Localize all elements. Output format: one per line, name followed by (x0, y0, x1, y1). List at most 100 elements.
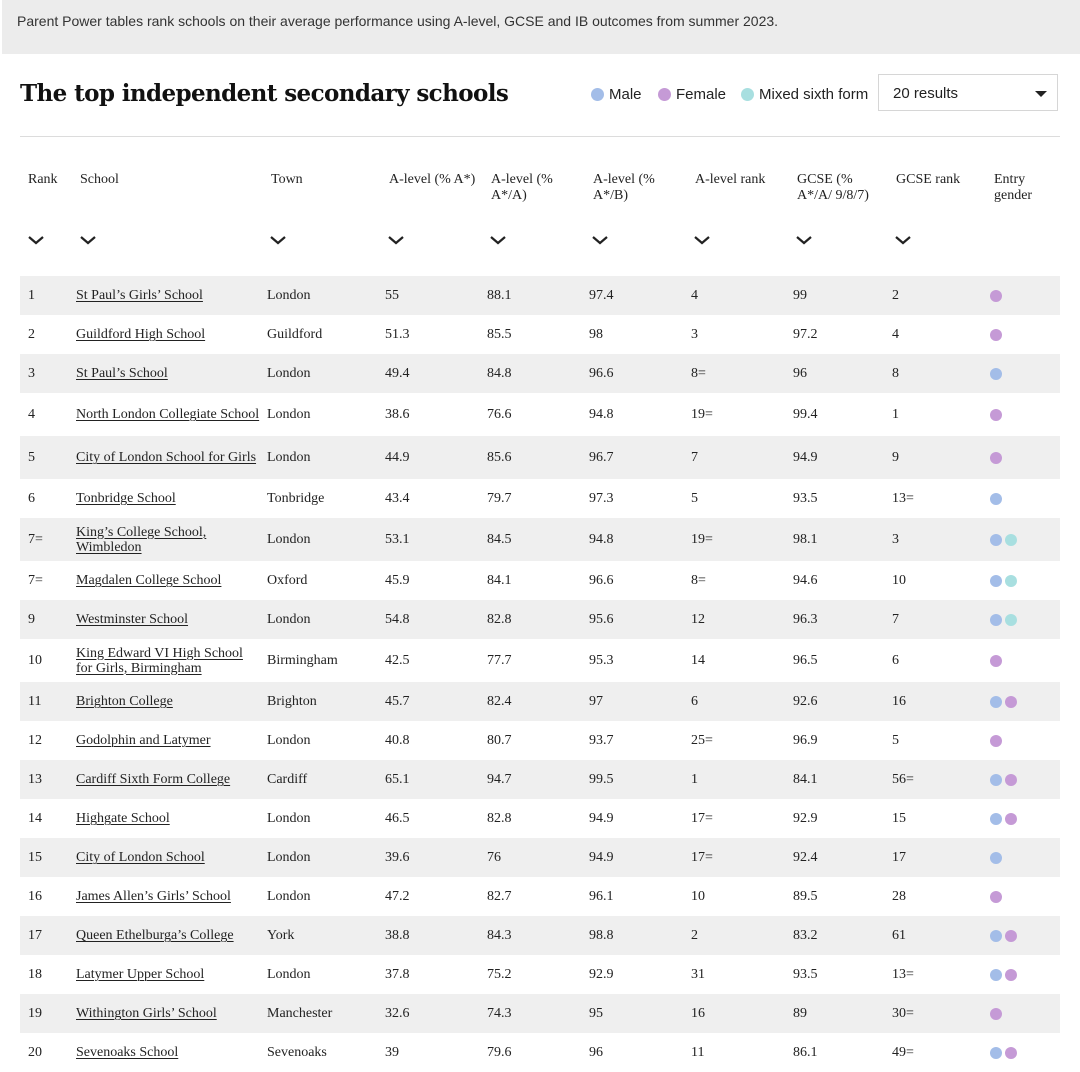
school-link[interactable]: King’s College School, Wimbledon (76, 524, 207, 555)
table-row: 17 Queen Ethelburga’s College York 38.8 84.3… (20, 916, 1060, 955)
school-cell: St Paul’s Girls’ School (76, 276, 261, 315)
gcse-cell: 98.1 (793, 532, 818, 547)
alevel-astar-cell: 38.6 (385, 407, 410, 422)
school-cell: Cardiff Sixth Form College (76, 760, 261, 799)
school-link[interactable]: Withington Girls’ School (76, 1006, 217, 1021)
school-link[interactable]: Tonbridge School (76, 491, 176, 506)
alevel-rank-cell: 12 (691, 612, 705, 627)
chevron-down-icon[interactable] (591, 233, 609, 247)
col-header-alevel-astar-b: A-level (% A*/B) (593, 172, 655, 203)
alevel-rank-cell: 7 (691, 450, 698, 465)
school-link[interactable]: Godolphin and Latymer (76, 733, 211, 748)
gcse-cell: 96.5 (793, 653, 818, 668)
school-link[interactable]: Cardiff Sixth Form College (76, 772, 231, 787)
mixed-dot-icon (1005, 613, 1017, 626)
male-dot-icon (990, 613, 1002, 626)
alevel-astar-a-cell: 75.2 (487, 967, 512, 982)
school-cell: King Edward VI High School for Girls, Bi… (76, 639, 261, 682)
alevel-rank-cell: 8= (691, 366, 706, 381)
male-dot-icon (990, 1046, 1002, 1059)
school-link[interactable]: Queen Ethelburga’s College (76, 928, 234, 943)
male-dot-icon (990, 929, 1002, 942)
gcse-rank-cell: 6 (892, 653, 899, 668)
alevel-astar-b-cell: 94.8 (589, 407, 614, 422)
alevel-astar-a-cell: 84.3 (487, 928, 512, 943)
rank-cell: 7= (28, 532, 43, 547)
school-link[interactable]: King Edward VI High School for Girls, Bi… (76, 645, 243, 676)
table-row: 5 City of London School for Girls London 44… (20, 436, 1060, 479)
school-cell: Brighton College (76, 682, 261, 721)
rank-cell: 19 (28, 1006, 42, 1021)
chevron-down-icon[interactable] (894, 233, 912, 247)
school-link[interactable]: City of London School for Girls (76, 450, 257, 465)
town-cell: York (267, 928, 295, 943)
school-link[interactable]: Westminster School (76, 612, 189, 627)
town-cell: London (267, 450, 311, 465)
entry-gender-cell (990, 955, 1017, 994)
alevel-astar-a-cell: 79.7 (487, 491, 512, 506)
gcse-cell: 97.2 (793, 327, 818, 342)
rank-cell: 17 (28, 928, 42, 943)
chevron-down-icon[interactable] (79, 233, 97, 247)
page-title: The top independent secondary schools (20, 80, 509, 107)
town-cell: London (267, 532, 311, 547)
alevel-astar-b-cell: 94.9 (589, 850, 614, 865)
alevel-astar-b-cell: 95.6 (589, 612, 614, 627)
gcse-rank-cell: 13= (892, 967, 914, 982)
results-select[interactable]: 20 results (878, 74, 1058, 111)
gcse-cell: 83.2 (793, 928, 818, 943)
alevel-astar-cell: 55 (385, 288, 399, 303)
school-link[interactable]: North London Collegiate School (76, 407, 260, 422)
town-cell: Oxford (267, 573, 308, 588)
school-link[interactable]: James Allen’s Girls’ School (76, 889, 231, 904)
chevron-down-icon[interactable] (269, 233, 287, 247)
school-link[interactable]: Latymer Upper School (76, 967, 205, 982)
male-dot-icon (990, 851, 1002, 864)
entry-gender-cell (990, 315, 1002, 354)
rank-cell: 18 (28, 967, 42, 982)
table-row: 1 St Paul’s Girls’ School London 55 88.1 97.4… (20, 276, 1060, 315)
school-link[interactable]: Guildford High School (76, 327, 206, 342)
alevel-astar-cell: 43.4 (385, 491, 410, 506)
table-row: 7= Magdalen College School Oxford 45.9 84.1 9… (20, 561, 1060, 600)
school-link[interactable]: St Paul’s School (76, 366, 168, 381)
alevel-astar-cell: 37.8 (385, 967, 410, 982)
gcse-cell: 86.1 (793, 1045, 818, 1060)
town-cell: London (267, 850, 311, 865)
town-cell: Cardiff (267, 772, 308, 787)
rank-cell: 16 (28, 889, 42, 904)
town-cell: London (267, 366, 311, 381)
school-link[interactable]: Highgate School (76, 811, 170, 826)
chevron-down-icon[interactable] (27, 233, 45, 247)
alevel-rank-cell: 1 (691, 772, 698, 787)
entry-gender-cell (990, 518, 1017, 561)
caret-down-icon (1035, 91, 1047, 97)
female-dot-icon (1005, 773, 1017, 786)
entry-gender-cell (990, 436, 1002, 479)
alevel-astar-b-cell: 96.7 (589, 450, 614, 465)
rank-cell: 1 (28, 288, 35, 303)
alevel-astar-a-cell: 84.1 (487, 573, 512, 588)
male-dot-icon (990, 695, 1002, 708)
school-cell: Highgate School (76, 799, 261, 838)
school-link[interactable]: St Paul’s Girls’ School (76, 288, 203, 303)
col-header-entry-gender: Entry gender (994, 172, 1033, 203)
school-cell: Westminster School (76, 600, 261, 639)
gcse-rank-cell: 15 (892, 811, 906, 826)
chevron-down-icon[interactable] (795, 233, 813, 247)
alevel-astar-cell: 45.7 (385, 694, 410, 709)
alevel-astar-cell: 39.6 (385, 850, 410, 865)
col-header-gcse-rank: GCSE rank (896, 172, 961, 187)
gcse-rank-cell: 9 (892, 450, 899, 465)
entry-gender-cell (990, 916, 1017, 955)
school-link[interactable]: Brighton College (76, 694, 173, 709)
chevron-down-icon[interactable] (387, 233, 405, 247)
chevron-down-icon[interactable] (489, 233, 507, 247)
school-link[interactable]: Magdalen College School (76, 573, 222, 588)
chevron-down-icon[interactable] (693, 233, 711, 247)
gcse-rank-cell: 61 (892, 928, 906, 943)
school-link[interactable]: Sevenoaks School (76, 1045, 179, 1060)
legend-mixed: Mixed sixth form (741, 86, 868, 103)
alevel-rank-cell: 6 (691, 694, 698, 709)
school-link[interactable]: City of London School (76, 850, 205, 865)
